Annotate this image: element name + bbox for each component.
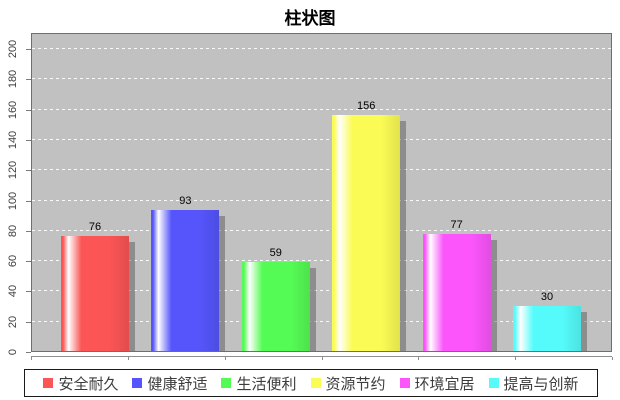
y-tick-mark xyxy=(26,291,31,293)
gridline xyxy=(32,229,611,231)
bar-3 xyxy=(241,262,310,351)
legend-swatch-icon xyxy=(221,378,232,388)
gridline xyxy=(32,320,611,322)
x-axis-line xyxy=(31,356,612,357)
legend-swatch-icon xyxy=(132,378,143,388)
plot-area: 76 93 59 156 77 30 xyxy=(31,33,612,352)
x-tick-mark xyxy=(127,357,129,360)
legend-swatch-icon xyxy=(399,378,410,388)
legend-label: 资源节约 xyxy=(325,375,386,393)
x-tick-mark xyxy=(31,357,32,360)
x-tick-mark xyxy=(515,357,517,360)
y-tick-label: 60 xyxy=(7,254,19,268)
bar-value-label: 77 xyxy=(450,219,463,231)
y-tick-mark xyxy=(26,261,31,263)
legend-item: 提高与创新 xyxy=(488,373,579,394)
bar-value-label: 93 xyxy=(179,195,192,207)
legend-label: 提高与创新 xyxy=(503,375,579,393)
legend-item: 环境宜居 xyxy=(399,373,475,394)
gridline xyxy=(32,108,611,110)
y-tick-label: 0 xyxy=(7,348,19,356)
legend-swatch-icon xyxy=(43,378,54,388)
gridline xyxy=(32,290,611,292)
x-tick-mark xyxy=(612,357,613,360)
legend-item: 资源节约 xyxy=(310,373,386,394)
bar-value-label: 76 xyxy=(88,221,102,233)
y-tick-label: 20 xyxy=(7,315,19,328)
legend-swatch-icon xyxy=(310,378,321,388)
y-tick-label: 80 xyxy=(7,224,19,237)
y-tick-mark xyxy=(26,352,31,353)
y-tick-label: 40 xyxy=(7,285,19,298)
bar-5 xyxy=(422,234,491,351)
bar-4 xyxy=(332,115,401,351)
y-tick-label: 140 xyxy=(7,130,19,150)
y-tick-mark xyxy=(26,49,31,50)
legend-label: 生活便利 xyxy=(236,375,297,393)
legend-box: 安全耐久 健康舒适 生活便利 资源节约 环境宜居 提高与创新 xyxy=(24,369,598,397)
legend-item: 生活便利 xyxy=(221,373,297,394)
gridline xyxy=(32,169,611,171)
gridline xyxy=(32,260,611,262)
x-tick-mark xyxy=(321,357,323,360)
y-tick-mark xyxy=(26,321,31,323)
gridline xyxy=(32,199,611,201)
bar-value-label: 59 xyxy=(269,247,282,259)
bar-value-label: 156 xyxy=(357,100,376,112)
y-tick-label: 160 xyxy=(7,100,19,119)
y-tick-mark xyxy=(26,230,31,232)
y-tick-mark xyxy=(26,79,31,81)
gridline xyxy=(32,78,611,80)
legend-label: 环境宜居 xyxy=(414,375,475,393)
y-tick-label: 100 xyxy=(7,191,19,210)
legend-item: 健康舒适 xyxy=(132,373,207,394)
bar-2 xyxy=(151,210,220,351)
gridline xyxy=(32,138,611,140)
legend-item: 安全耐久 xyxy=(43,373,118,394)
x-tick-mark xyxy=(224,357,226,360)
y-tick-label: 120 xyxy=(7,161,19,180)
gridline xyxy=(32,48,611,49)
bar-value-label: 30 xyxy=(540,291,554,303)
y-tick-label: 200 xyxy=(7,39,19,59)
y-tick-mark xyxy=(26,200,31,202)
bar-1 xyxy=(61,236,129,351)
x-tick-mark xyxy=(418,357,420,360)
y-tick-label: 180 xyxy=(7,70,19,89)
y-tick-mark xyxy=(26,139,31,141)
y-tick-mark xyxy=(26,109,31,111)
legend-label: 健康舒适 xyxy=(147,375,208,393)
legend-label: 安全耐久 xyxy=(58,375,119,393)
y-tick-mark xyxy=(26,170,31,172)
legend-swatch-icon xyxy=(488,378,499,388)
bar-6 xyxy=(513,306,581,351)
chart-title: 柱状图 xyxy=(284,9,336,28)
